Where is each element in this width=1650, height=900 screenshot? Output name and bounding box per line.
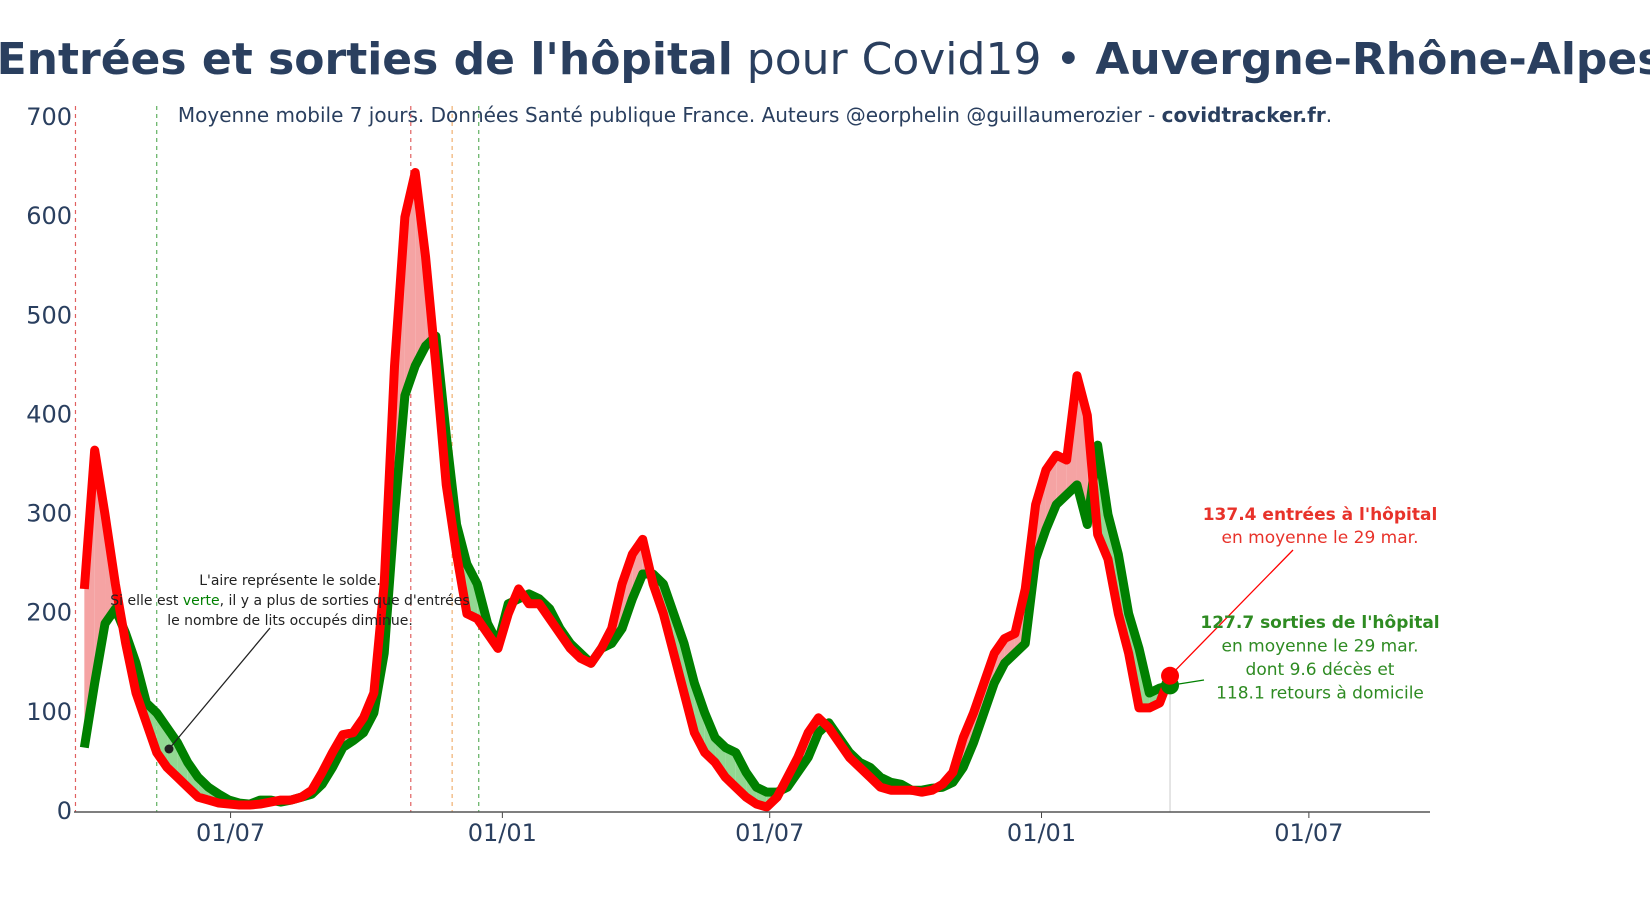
y-tick-label: 100 [26,698,72,726]
title-part: . [1326,103,1332,127]
x-tick-label: 01/01 [1007,819,1076,847]
annotation-arrow [168,627,271,750]
annotation-text: Si elle est verte, il y a plus de sortie… [110,593,469,609]
annotation-text: 137.4 entrées à l'hôpital [1203,505,1438,525]
x-tick-label: 01/07 [196,819,265,847]
annotation-text: 118.1 retours à domicile [1216,684,1424,704]
title-part: pour Covid19 • [733,34,1096,85]
annotation-text: dont 9.6 décès et [1246,660,1395,680]
chart-subtitle: Moyenne mobile 7 jours. Données Santé pu… [178,103,1332,127]
y-tick-label: 200 [26,599,72,627]
title-part: Moyenne mobile 7 jours. Données Santé pu… [178,103,1162,127]
y-tick-label: 600 [26,202,72,230]
x-tick-label: 01/07 [735,819,804,847]
title-part: Auvergne-Rhône-Alpes [1095,34,1650,85]
y-tick-label: 500 [26,301,72,329]
y-tick-label: 0 [57,797,72,825]
annotation-part: verte [183,593,220,609]
y-tick-label: 700 [26,103,72,131]
annotation-text: en moyenne le 29 mar. [1222,528,1419,548]
annotation-text: L'aire représente le solde. [199,573,381,589]
y-tick-label: 300 [26,500,72,528]
annotation-text: en moyenne le 29 mar. [1222,637,1419,657]
annotation-part: Si elle est [110,593,183,609]
chart-title: Entrées et sorties de l'hôpital pour Cov… [0,34,1650,85]
title-part: covidtracker.fr [1162,103,1326,127]
annotation-part: le nombre de lits occupés diminue. [167,613,413,629]
series-line [79,168,1175,812]
annotation-dot [164,744,174,754]
annotation-text: le nombre de lits occupés diminue. [167,613,413,629]
annotation-text: 127.7 sorties de l'hôpital [1200,613,1439,633]
x-tick-label: 01/01 [468,819,537,847]
annotation-arrow [1169,679,1205,687]
title-part: Entrées et sorties de l'hôpital [0,34,733,85]
annotation-part: , il y a plus de sorties que d'entrées [220,593,470,609]
x-tick-label: 01/07 [1274,819,1343,847]
annotation-part: L'aire représente le solde. [199,573,381,589]
y-tick-label: 400 [26,400,72,428]
annotation-arrow [1169,549,1294,677]
